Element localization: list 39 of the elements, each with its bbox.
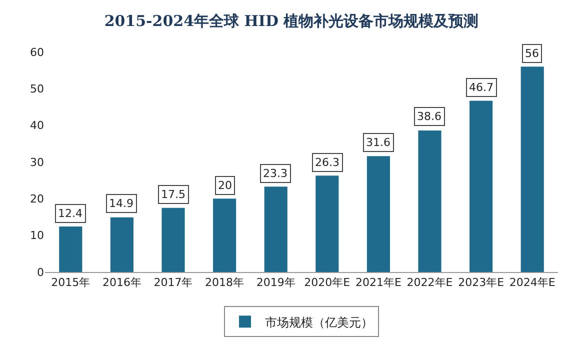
x-tick-label: 2023年E <box>458 276 504 290</box>
bar <box>366 156 390 272</box>
y-tick-label: 10 <box>30 229 44 242</box>
x-tick-label: 2020年E <box>304 276 350 290</box>
bar <box>470 100 493 272</box>
y-tick-label: 40 <box>30 119 44 132</box>
x-tick-label: 2016年 <box>102 276 142 290</box>
x-tick-label: 2022年E <box>406 276 453 290</box>
data-label: 56 <box>525 47 539 60</box>
x-tick-label: 2015年 <box>51 276 90 290</box>
bar <box>418 130 442 272</box>
bar <box>213 198 236 272</box>
y-tick-label: 0 <box>37 266 44 279</box>
chart-title: 2015-2024年全球 HID 植物补光设备市场规模及预测 <box>104 12 479 30</box>
data-label: 38.6 <box>417 110 442 123</box>
data-label: 20 <box>218 179 232 192</box>
x-tick-label: 2019年 <box>256 276 296 290</box>
y-tick-label: 60 <box>30 46 44 59</box>
data-label: 14.9 <box>109 197 134 210</box>
bar <box>110 217 134 272</box>
legend-label: 市场规模（亿美元） <box>265 315 373 330</box>
x-tick-label: 2024年E <box>509 276 556 290</box>
y-tick-label: 30 <box>30 156 44 169</box>
bar <box>162 208 185 272</box>
x-tick-label: 2021年E <box>355 276 402 290</box>
y-tick-label: 20 <box>30 192 44 206</box>
x-tick-label: 2018年 <box>205 276 244 290</box>
bar <box>316 176 339 272</box>
data-label: 23.3 <box>263 167 288 180</box>
bar <box>520 66 544 272</box>
x-tick-label: 2017年 <box>154 276 193 290</box>
bar <box>59 226 82 272</box>
data-label: 31.6 <box>366 136 390 149</box>
data-label: 26.3 <box>315 156 340 169</box>
bar <box>264 186 288 272</box>
data-label: 12.4 <box>58 207 82 220</box>
data-label: 17.5 <box>161 188 186 201</box>
data-label: 46.7 <box>469 81 494 94</box>
y-tick-label: 50 <box>30 82 44 96</box>
